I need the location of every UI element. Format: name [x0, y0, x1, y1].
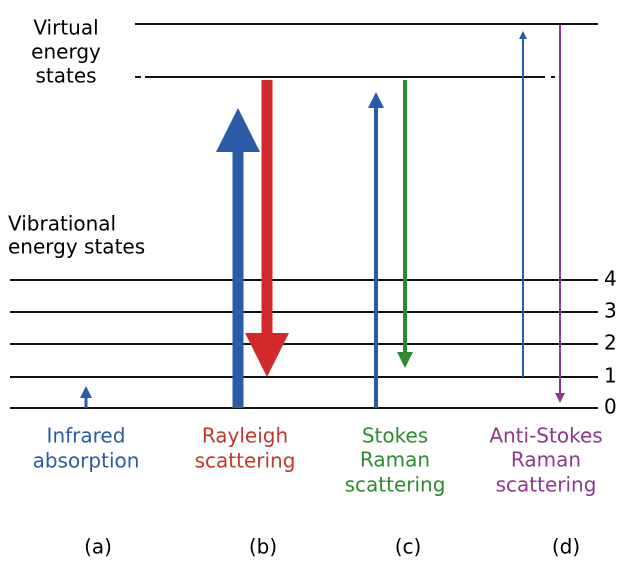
process-label: Stokes — [362, 424, 428, 448]
virtual-label: states — [35, 64, 96, 88]
process-label: scattering — [345, 473, 446, 497]
process-label: Anti-Stokes — [489, 424, 602, 448]
process-label: scattering — [496, 473, 597, 497]
process-label: Infrared — [47, 424, 126, 448]
process-tag: (b) — [249, 535, 277, 559]
level-number: 2 — [604, 331, 617, 355]
process-label: Rayleigh — [202, 424, 288, 448]
virtual-label: energy — [31, 40, 101, 64]
vibrational-label: Vibrational — [8, 212, 116, 236]
process-label: Raman — [360, 448, 430, 472]
process-tag: (c) — [395, 535, 422, 559]
process-label: scattering — [195, 449, 296, 473]
level-number: 0 — [604, 395, 617, 419]
level-number: 1 — [604, 364, 617, 388]
virtual-label: Virtual — [33, 16, 98, 40]
process-label: absorption — [33, 449, 140, 473]
process-tag: (d) — [552, 535, 580, 559]
level-number: 4 — [604, 267, 617, 291]
vibrational-label: energy states — [8, 235, 145, 259]
energy-diagram: Virtual energy states Vibrational energy… — [0, 0, 618, 561]
process-tag: (a) — [84, 535, 112, 559]
level-number: 3 — [604, 299, 617, 323]
process-label: Raman — [511, 448, 581, 472]
